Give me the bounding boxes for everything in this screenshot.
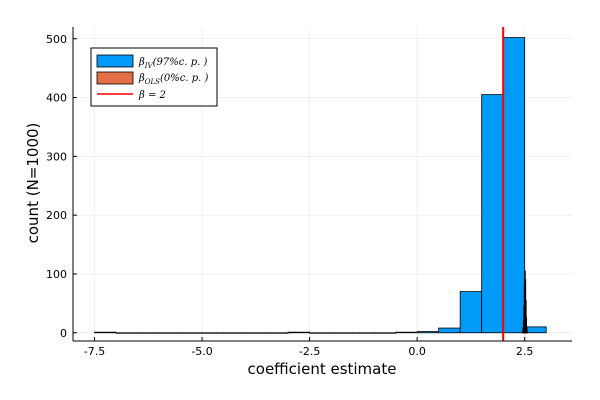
iv-histogram-bar xyxy=(395,331,418,334)
iv-histogram-bar xyxy=(244,332,267,334)
ols-bars-layer xyxy=(522,270,528,334)
ticks-layer: -7.5 -5.0 -2.5 0.0 2.5 0 100 200 300 400 500 xyxy=(46,33,533,358)
iv-histogram-bar xyxy=(481,94,504,334)
x-tick-label: -7.5 xyxy=(84,345,105,358)
legend-label-iv: βIV(97%c. p. ) xyxy=(138,57,207,70)
y-tick-label: 400 xyxy=(46,92,67,105)
y-tick-label: 0 xyxy=(60,327,67,340)
iv-histogram-bar xyxy=(502,37,526,334)
iv-histogram-bar xyxy=(94,331,117,334)
iv-histogram-bar xyxy=(352,332,375,334)
iv-histogram-bar xyxy=(287,331,310,334)
y-tick-label: 500 xyxy=(46,33,67,46)
iv-histogram-bar xyxy=(459,291,483,334)
iv-histogram-bar xyxy=(309,332,332,334)
x-axis-title: coefficient estimate xyxy=(248,360,397,378)
axes-frame xyxy=(72,27,572,342)
y-axis-title: count (N=1000) xyxy=(24,123,42,244)
y-tick-label: 200 xyxy=(46,209,67,222)
ols-histogram-bar xyxy=(526,331,528,334)
x-tick-label: 2.5 xyxy=(516,345,534,358)
iv-histogram-bar xyxy=(373,332,397,334)
iv-histogram-bar xyxy=(330,332,354,334)
iv-histogram-bar xyxy=(438,327,461,334)
iv-histogram-bar xyxy=(266,332,289,334)
iv-histogram-bar xyxy=(223,332,246,334)
x-tick-label: 0.0 xyxy=(408,345,426,358)
y-tick-label: 100 xyxy=(46,268,67,281)
legend-swatch-ols xyxy=(96,71,134,85)
iv-histogram-bar xyxy=(137,332,160,334)
iv-histogram-bar xyxy=(180,332,203,334)
legend: βIV(97%c. p. ) βOLS(0%c. p. ) β = 2 xyxy=(90,47,218,107)
bars-layer xyxy=(94,37,547,334)
iv-histogram-bar xyxy=(524,326,547,334)
x-tick-label: -2.5 xyxy=(299,345,320,358)
iv-histogram-bar xyxy=(115,332,138,334)
legend-swatch-iv xyxy=(96,54,134,68)
x-tick-label: -5.0 xyxy=(191,345,212,358)
y-tick-label: 300 xyxy=(46,150,67,163)
iv-histogram-bar xyxy=(158,332,181,334)
iv-histogram-bar xyxy=(201,332,224,334)
iv-histogram-bar xyxy=(416,331,440,334)
legend-label-beta: β = 2 xyxy=(138,90,166,101)
